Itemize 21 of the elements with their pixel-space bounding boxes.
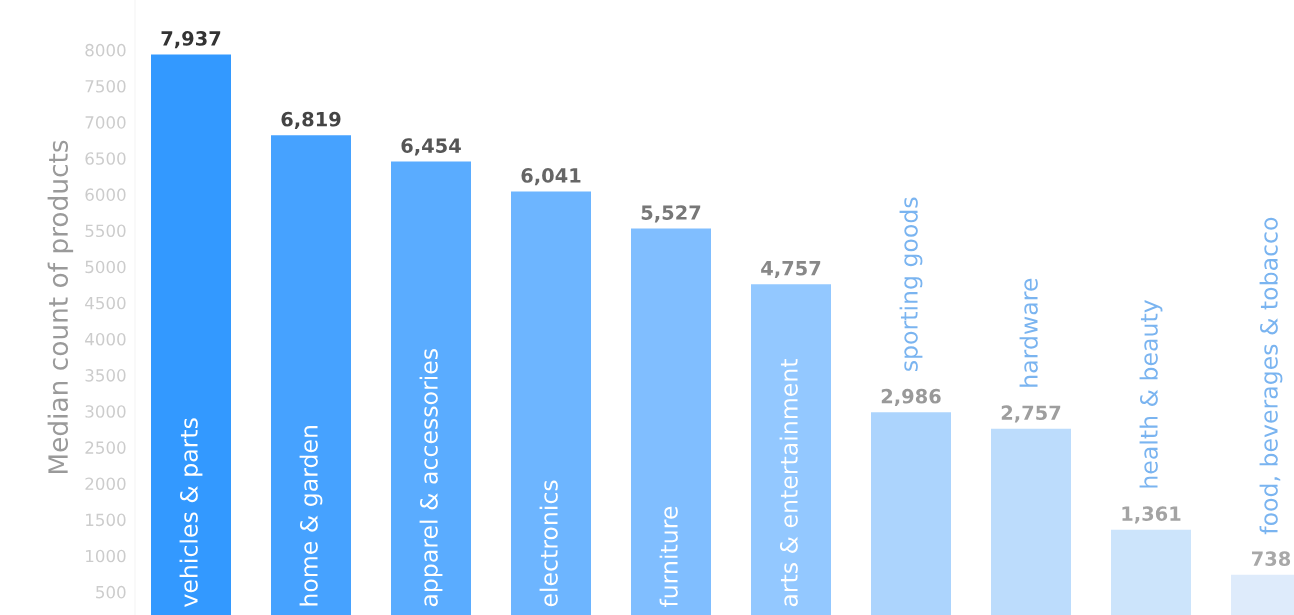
x-tick-label: electronics (539, 480, 558, 607)
data-label: 1,361 (1122, 506, 1181, 524)
data-label: 6,819 (281, 111, 341, 130)
x-tick-label: furniture (659, 506, 678, 608)
data-label: 5,527 (641, 205, 701, 223)
data-label: 738 (1252, 551, 1291, 566)
x-tick-label: arts & entertainment (779, 359, 798, 607)
x-tick-label: health & beauty (1139, 300, 1163, 488)
data-label: 4,757 (761, 261, 821, 279)
data-label: 2,986 (881, 388, 941, 407)
data-label: 7,937 (161, 31, 221, 49)
y-axis-title: Median count of products (47, 140, 74, 474)
x-tick-label: food, beverages & tobacco (1259, 217, 1283, 535)
x-tick-label: vehicles & parts (179, 418, 203, 607)
data-label: 6,041 (521, 168, 581, 186)
x-tick-label: home & garden (299, 426, 323, 606)
x-tick-label: apparel & accessories (419, 349, 443, 607)
data-label: 2,757 (1001, 405, 1061, 423)
data-label: 6,454 (401, 138, 461, 156)
x-tick-label: hardware (1019, 278, 1038, 387)
x-tick-label: sporting goods (899, 197, 923, 371)
